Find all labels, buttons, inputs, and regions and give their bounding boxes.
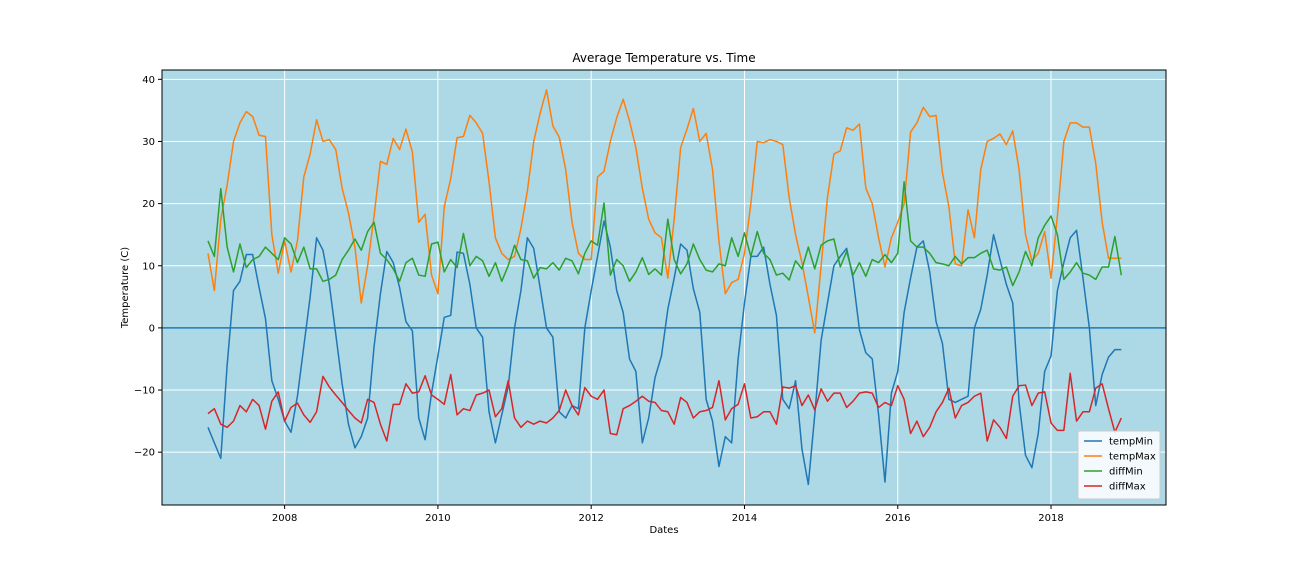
plot-frame — [161, 69, 1167, 506]
axis-ticks: 2008 2010 2012 2014 2016 2018 −20 −10 0 10 20 30 40 — [134, 75, 1064, 524]
legend-box — [1077, 430, 1161, 500]
x-tick-label: 2008 — [272, 513, 297, 524]
legend: tempMin tempMax diffMin diffMax — [1077, 430, 1161, 500]
series-line-tempMin — [207, 220, 1122, 486]
x-tick-label: 2018 — [1038, 513, 1063, 524]
x-tick-label: 2014 — [732, 513, 757, 524]
series-line-diffMin — [207, 181, 1123, 287]
legend-label-tempMax: tempMax — [1109, 452, 1156, 463]
legend-label-diffMax: diffMax — [1109, 482, 1146, 493]
y-tick-label: −20 — [134, 448, 155, 459]
y-tick-label: 0 — [149, 323, 155, 334]
chart-title: Average Temperature vs. Time — [572, 51, 755, 65]
plot-area — [162, 70, 1166, 505]
y-tick-label: 40 — [142, 75, 155, 86]
series-line-diffMax — [207, 372, 1123, 442]
legend-label-diffMin: diffMin — [1109, 467, 1143, 478]
x-axis-label: Dates — [649, 525, 678, 536]
x-tick-label: 2016 — [885, 513, 910, 524]
y-tick-label: 20 — [142, 199, 155, 210]
x-tick-label: 2012 — [578, 513, 603, 524]
y-axis-label: Temperature (C) — [120, 247, 131, 329]
y-tick-label: 10 — [142, 261, 155, 272]
x-tick-label: 2010 — [425, 513, 450, 524]
y-tick-label: −10 — [134, 386, 155, 397]
series-line-tempMax — [207, 89, 1122, 334]
y-tick-label: 30 — [142, 137, 155, 148]
legend-label-tempMin: tempMin — [1109, 437, 1153, 448]
series-lines — [207, 89, 1123, 486]
